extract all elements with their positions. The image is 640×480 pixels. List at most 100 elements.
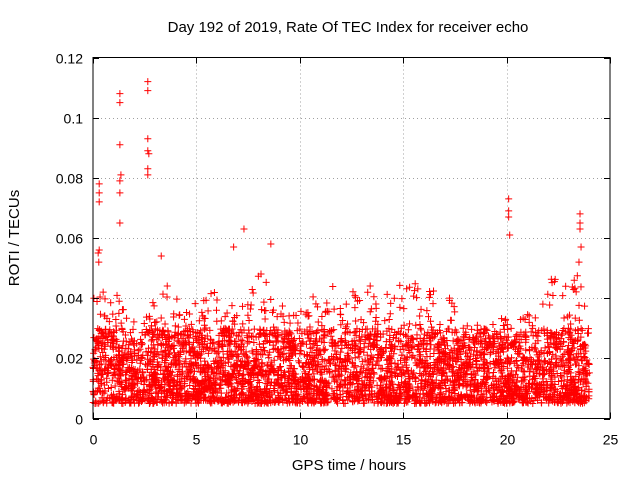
data-point bbox=[342, 389, 350, 397]
data-point bbox=[188, 367, 196, 375]
data-point bbox=[240, 370, 248, 378]
y-tick-label: 0.04 bbox=[56, 291, 83, 307]
data-point bbox=[276, 363, 284, 371]
data-point bbox=[127, 352, 135, 360]
data-point bbox=[157, 314, 165, 322]
data-point bbox=[145, 344, 153, 352]
data-point bbox=[378, 386, 386, 394]
data-point bbox=[157, 340, 165, 348]
data-point bbox=[398, 363, 406, 371]
data-point bbox=[150, 350, 158, 358]
data-point bbox=[583, 393, 591, 401]
data-point bbox=[239, 302, 247, 310]
data-point bbox=[207, 290, 215, 298]
data-point bbox=[463, 370, 471, 378]
data-point bbox=[422, 381, 430, 389]
data-point bbox=[562, 282, 570, 290]
data-point bbox=[108, 376, 116, 384]
data-point bbox=[379, 387, 387, 395]
data-point bbox=[189, 351, 197, 359]
data-point bbox=[160, 331, 168, 339]
data-point bbox=[210, 338, 218, 346]
data-point bbox=[318, 313, 326, 321]
data-point bbox=[130, 337, 138, 345]
data-point bbox=[374, 390, 382, 398]
data-point bbox=[517, 328, 525, 336]
data-point bbox=[564, 398, 572, 406]
data-point bbox=[426, 345, 434, 353]
data-point bbox=[456, 337, 464, 345]
data-point bbox=[97, 357, 105, 365]
data-point bbox=[544, 360, 552, 368]
data-point bbox=[353, 325, 361, 333]
data-point bbox=[161, 320, 169, 328]
data-point bbox=[144, 87, 152, 95]
data-point bbox=[481, 337, 489, 345]
data-point bbox=[502, 375, 510, 383]
data-point bbox=[270, 385, 278, 393]
data-point bbox=[487, 349, 495, 357]
data-point bbox=[270, 369, 278, 377]
data-point bbox=[170, 349, 178, 357]
data-point bbox=[478, 385, 486, 393]
data-point bbox=[329, 339, 337, 347]
data-point bbox=[584, 360, 592, 368]
data-point bbox=[417, 324, 425, 332]
data-point bbox=[375, 361, 383, 369]
data-point bbox=[331, 377, 339, 385]
data-point bbox=[176, 311, 184, 319]
data-point bbox=[231, 362, 239, 370]
data-point bbox=[283, 381, 291, 389]
data-point bbox=[369, 339, 377, 347]
data-point bbox=[331, 347, 339, 355]
data-point bbox=[360, 340, 368, 348]
data-point bbox=[425, 397, 433, 405]
data-point bbox=[534, 332, 542, 340]
data-point bbox=[376, 353, 384, 361]
data-point bbox=[137, 354, 145, 362]
data-point bbox=[90, 390, 98, 398]
y-tick-label: 0.1 bbox=[64, 111, 84, 127]
data-point bbox=[455, 394, 463, 402]
data-point bbox=[533, 380, 541, 388]
data-point bbox=[298, 362, 306, 370]
data-point bbox=[226, 340, 234, 348]
data-point bbox=[480, 325, 488, 333]
data-point bbox=[204, 364, 212, 372]
data-point bbox=[568, 283, 576, 291]
data-point bbox=[483, 326, 491, 334]
data-point bbox=[566, 354, 574, 362]
data-point bbox=[355, 353, 363, 361]
data-point bbox=[258, 372, 266, 380]
data-point bbox=[441, 376, 449, 384]
y-tick-label: 0.12 bbox=[56, 51, 83, 67]
data-point bbox=[337, 334, 345, 342]
data-point bbox=[451, 385, 459, 393]
data-point bbox=[168, 390, 176, 398]
axis-ticks: 0 5 10 15 20 25 0 0.02 0.04 0.06 0.08 0.1 0.12 bbox=[56, 51, 619, 448]
data-point bbox=[526, 347, 534, 355]
data-point bbox=[137, 339, 145, 347]
data-point bbox=[541, 369, 549, 377]
data-point bbox=[365, 365, 373, 373]
data-point bbox=[342, 300, 350, 308]
data-point bbox=[111, 382, 119, 390]
data-point bbox=[526, 354, 534, 362]
data-point bbox=[585, 360, 593, 368]
data-point bbox=[535, 327, 543, 335]
data-point bbox=[323, 383, 331, 391]
data-point bbox=[401, 389, 409, 397]
data-point bbox=[496, 348, 504, 356]
data-point bbox=[336, 391, 344, 399]
data-point bbox=[209, 374, 217, 382]
data-point bbox=[473, 348, 481, 356]
data-point bbox=[149, 333, 157, 341]
data-point bbox=[566, 386, 574, 394]
data-point bbox=[519, 374, 527, 382]
data-point bbox=[277, 362, 285, 370]
data-point bbox=[444, 361, 452, 369]
data-point bbox=[131, 381, 139, 389]
data-point bbox=[418, 383, 426, 391]
data-point bbox=[579, 396, 587, 404]
data-point bbox=[310, 391, 318, 399]
